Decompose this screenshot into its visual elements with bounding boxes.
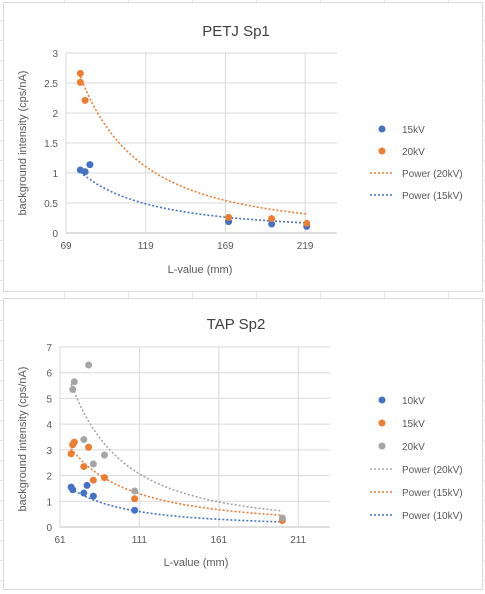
x-tick-label: 119	[138, 241, 154, 252]
data-point-20kV	[268, 215, 276, 223]
legend-label: Power (15kV)	[402, 191, 463, 202]
data-point-20kV	[100, 451, 108, 459]
trendline-Power (20kV)	[70, 383, 283, 512]
y-tick-label: 1.5	[44, 139, 58, 150]
chart-title: TAP Sp2	[207, 316, 266, 333]
data-point-20kV	[76, 78, 84, 86]
y-tick-label: 4	[46, 420, 52, 431]
chart-petj-sp1[interactable]: PETJ Sp1 0 0.5 1 1.5 2 2.5 3 69 119 169 219 L-val…	[3, 2, 483, 292]
chart-title: PETJ Sp1	[202, 23, 270, 40]
data-point-15kV	[268, 220, 276, 228]
data-point-15kV	[81, 168, 89, 176]
legend-label: Power (20kV)	[402, 169, 463, 180]
y-tick-label: 2.5	[44, 79, 58, 90]
trendline-Power (15kV)	[70, 448, 283, 517]
data-point-20kV	[80, 436, 88, 444]
legend-marker	[378, 396, 386, 404]
y-tick-label: 2	[52, 109, 58, 120]
data-point-20kV	[225, 213, 233, 221]
legend-label: Power (10kV)	[402, 511, 463, 522]
y-tick-label: 2	[46, 472, 52, 483]
data-points	[67, 361, 286, 525]
y-tick-label: 0	[46, 523, 52, 534]
data-points	[76, 69, 311, 230]
data-point-20kV	[69, 385, 77, 393]
y-tick-label: 3	[52, 49, 58, 60]
trendlines	[70, 383, 283, 523]
chart-canvas: PETJ Sp1 0 0.5 1 1.5 2 2.5 3 69 119 169 219 L-val…	[17, 23, 463, 276]
trendline-Power (10kV)	[70, 487, 283, 523]
data-point-15kV	[131, 495, 139, 503]
data-point-20kV	[278, 514, 286, 522]
y-axis-label: background intensity (cps/nA)	[17, 367, 29, 512]
data-point-10kV	[80, 489, 88, 497]
legend-label: Power (15kV)	[402, 488, 463, 499]
data-point-15kV	[86, 161, 94, 169]
chart-canvas: TAP Sp2 0 1 2 3 4 5 6 7 61 111 161 211 L-value (mm…	[17, 316, 463, 569]
x-tick-label: 161	[210, 535, 227, 546]
legend-marker	[378, 442, 386, 450]
legend-label: 20kV	[402, 442, 425, 453]
data-point-20kV	[303, 219, 311, 227]
y-axis-label: background intensity (cps/nA)	[17, 71, 29, 216]
x-tick-label: 69	[60, 241, 72, 252]
y-tick-label: 0.5	[44, 199, 58, 210]
data-point-15kV	[70, 438, 78, 446]
x-tick-labels: 61 111 161 211	[54, 535, 306, 546]
y-tick-labels: 0 1 2 3 4 5 6 7	[46, 343, 52, 534]
data-point-15kV	[100, 474, 108, 482]
legend: 10kV 15kV 20kV Power (20kV) Power (15kV) Powe…	[370, 396, 463, 522]
data-point-20kV	[76, 69, 84, 77]
data-point-20kV	[70, 378, 78, 386]
legend-marker	[378, 125, 386, 133]
x-axis-label: L-value (mm)	[168, 264, 233, 276]
data-point-20kV	[81, 96, 89, 104]
data-point-10kV	[69, 486, 77, 494]
data-point-10kV	[89, 492, 97, 500]
plot-gridlines	[65, 52, 337, 234]
y-tick-label: 7	[46, 343, 52, 354]
plot-gridlines	[59, 346, 330, 528]
legend-marker	[378, 419, 386, 427]
legend-label: 10kV	[402, 396, 425, 407]
y-tick-label: 5	[46, 394, 52, 405]
legend-label: 20kV	[402, 147, 425, 158]
trendlines	[79, 76, 307, 224]
x-axis-label: L-value (mm)	[164, 557, 229, 569]
x-tick-label: 61	[54, 535, 66, 546]
data-point-15kV	[89, 476, 97, 484]
data-point-20kV	[85, 361, 93, 369]
data-point-15kV	[80, 463, 88, 471]
chart-tap-sp2[interactable]: TAP Sp2 0 1 2 3 4 5 6 7 61 111 161 211 L-value (mm…	[3, 298, 483, 590]
trendline-Power (20kV)	[79, 76, 307, 215]
x-tick-label: 169	[217, 241, 234, 252]
y-tick-label: 1	[46, 497, 52, 508]
y-tick-label: 1	[52, 169, 58, 180]
y-tick-labels: 0 0.5 1 1.5 2 2.5 3	[44, 49, 58, 240]
y-tick-label: 0	[52, 229, 58, 240]
legend-marker	[378, 147, 386, 155]
data-point-15kV	[67, 450, 75, 458]
x-tick-label: 111	[132, 535, 148, 546]
data-point-10kV	[131, 506, 139, 514]
data-point-10kV	[83, 481, 91, 489]
y-tick-label: 3	[46, 446, 52, 457]
data-point-20kV	[131, 487, 139, 495]
x-tick-label: 211	[290, 535, 306, 546]
data-point-15kV	[85, 443, 93, 451]
y-tick-label: 6	[46, 369, 52, 380]
legend: 15kV 20kV Power (20kV) Power (15kV)	[370, 125, 463, 202]
legend-label: 15kV	[402, 419, 425, 430]
legend-label: 15kV	[402, 125, 425, 136]
legend-label: Power (20kV)	[402, 465, 463, 476]
x-tick-labels: 69 119 169 219	[60, 241, 313, 252]
x-tick-label: 219	[297, 241, 314, 252]
data-point-20kV	[89, 460, 97, 468]
